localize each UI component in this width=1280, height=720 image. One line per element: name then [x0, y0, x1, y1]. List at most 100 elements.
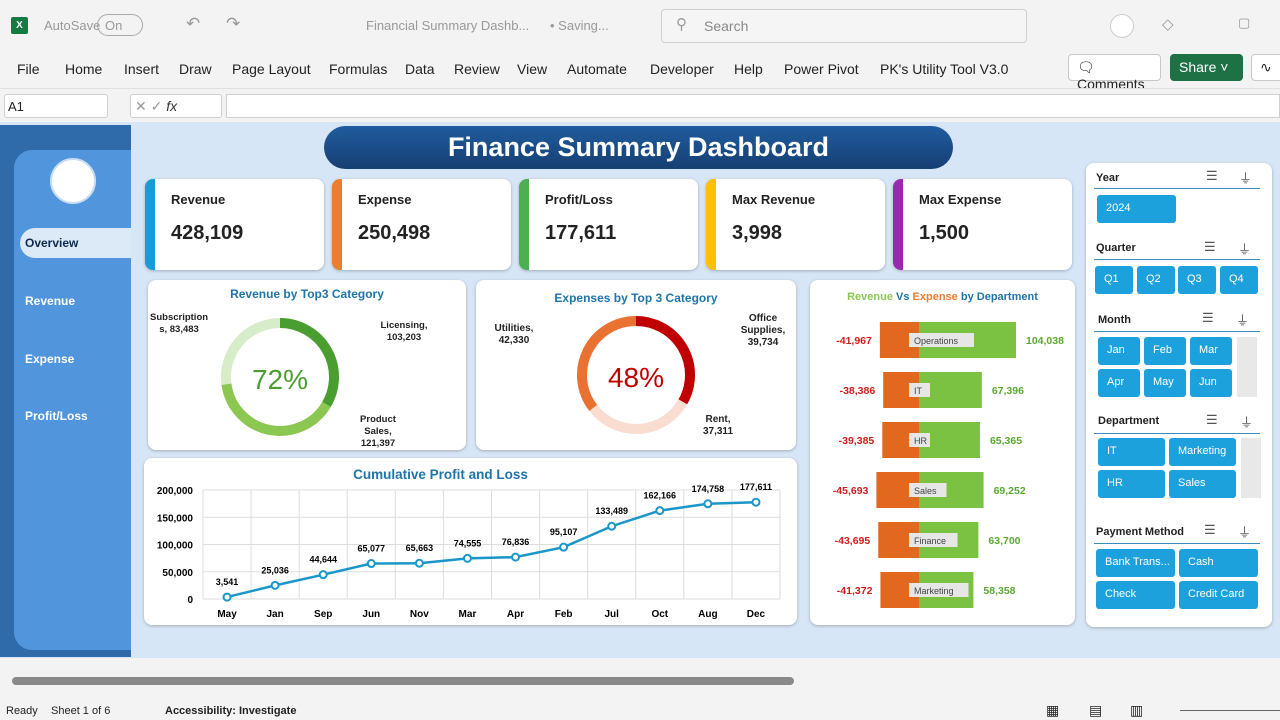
category-label: Finance	[914, 536, 946, 546]
kpi-label: Revenue	[171, 192, 226, 207]
sidebar-item-expense[interactable]: Expense	[25, 352, 75, 366]
revenue-donut-card: Revenue by Top3 Category 72% Licensing, …	[148, 280, 466, 450]
name-box[interactable]: A1	[4, 94, 108, 118]
slicer-item[interactable]: Apr	[1098, 369, 1140, 397]
formula-bar: A1 ✕ ✓ fx	[0, 88, 1280, 120]
data-label: 177,611	[740, 482, 772, 492]
month-scrollbar[interactable]	[1237, 337, 1257, 397]
clear-filter-icon[interactable]: ⏚	[1236, 313, 1250, 328]
expense-value-label: -41,372	[837, 585, 873, 597]
slicer-item[interactable]: May	[1144, 369, 1186, 397]
kpi-value: 428,109	[171, 222, 244, 244]
category-label-box	[909, 333, 974, 347]
tab-draw[interactable]: Draw	[179, 61, 212, 77]
slicer-item[interactable]: Q4	[1220, 266, 1258, 294]
slicer-item[interactable]: IT	[1098, 438, 1165, 466]
slicer-item[interactable]: Cash	[1179, 549, 1258, 577]
multi-select-icon[interactable]: ☰	[1204, 239, 1216, 254]
slicer-item[interactable]: 2024	[1097, 195, 1176, 223]
normal-view-icon[interactable]: ▦	[1046, 702, 1060, 718]
tab-insert[interactable]: Insert	[124, 61, 160, 77]
slicer-item[interactable]: Jun	[1190, 369, 1232, 397]
slicer-item[interactable]: Jan	[1098, 337, 1140, 365]
category-label-box	[909, 583, 969, 597]
cancel-icon[interactable]: ✕	[135, 98, 147, 114]
tab-pk-utility[interactable]: PK's Utility Tool V3.0	[880, 61, 1009, 77]
tab-file[interactable]: File	[17, 61, 40, 77]
restore-icon[interactable]: ▢	[1238, 15, 1251, 30]
fx-icon[interactable]: fx	[166, 98, 178, 114]
department-scrollbar[interactable]	[1241, 438, 1261, 498]
slicer-year-title: Year	[1096, 172, 1120, 184]
category-label-box	[909, 483, 947, 497]
sidebar-item-revenue[interactable]: Revenue	[25, 294, 76, 308]
activity-button[interactable]: ∿	[1251, 54, 1280, 81]
search-input[interactable]: Search	[661, 9, 1027, 43]
clear-filter-icon[interactable]: ⏚	[1240, 415, 1254, 430]
kpi-value: 250,498	[358, 222, 431, 244]
tab-data[interactable]: Data	[405, 61, 435, 77]
status-ready: Ready	[6, 705, 38, 717]
donut-slice-utilities	[577, 316, 637, 412]
data-label: 162,166	[644, 491, 677, 501]
slicer-item[interactable]: Credit Card	[1179, 581, 1258, 609]
slicer-item[interactable]: Mar	[1190, 337, 1232, 365]
slicer-item[interactable]: Sales	[1169, 470, 1236, 498]
slicer-item[interactable]: Q1	[1095, 266, 1133, 294]
clear-filter-icon[interactable]: ⏚	[1239, 171, 1253, 186]
tab-home[interactable]: Home	[65, 61, 103, 77]
donut-slice-rent	[589, 399, 688, 434]
slicer-item[interactable]: Q2	[1137, 266, 1175, 294]
multi-select-icon[interactable]: ☰	[1206, 412, 1218, 427]
chart-title: Revenue Vs Expense by Department	[810, 291, 1075, 303]
comments-button[interactable]: 🗨 Comments	[1068, 54, 1161, 92]
tab-formulas[interactable]: Formulas	[329, 61, 388, 77]
data-point	[414, 558, 424, 568]
tab-view[interactable]: View	[517, 61, 548, 77]
series-line	[226, 500, 756, 599]
sidebar-item-overview[interactable]: Overview	[25, 236, 79, 250]
tab-automate[interactable]: Automate	[567, 61, 627, 77]
kpi-max-revenue: Max Revenue 3,998	[706, 179, 885, 270]
enter-icon[interactable]: ✓	[150, 98, 163, 114]
kpi-profit-loss: Profit/Loss 177,611	[519, 179, 698, 270]
multi-select-icon[interactable]: ☰	[1202, 310, 1214, 325]
slicer-item[interactable]: Feb	[1144, 337, 1186, 365]
undo-icon[interactable]: ↶	[186, 14, 201, 33]
multi-select-icon[interactable]: ☰	[1204, 522, 1216, 537]
slicer-item[interactable]: Bank Trans...	[1096, 549, 1175, 577]
clear-filter-icon[interactable]: ⏚	[1238, 525, 1252, 540]
slicer-item[interactable]: Check	[1096, 581, 1175, 609]
sidebar-item-profit-loss[interactable]: Profit/Loss	[25, 409, 88, 423]
clear-filter-icon[interactable]: ⏚	[1238, 242, 1252, 257]
y-tick-label: 0	[187, 595, 193, 606]
accessibility-status[interactable]: Accessibility: Investigate	[165, 705, 297, 717]
tab-page-layout[interactable]: Page Layout	[232, 61, 311, 77]
document-title[interactable]: Financial Summary Dashb...	[366, 18, 530, 33]
tab-developer[interactable]: Developer	[650, 61, 714, 77]
formula-input[interactable]	[226, 94, 1280, 118]
share-label: Share	[1179, 59, 1217, 75]
tab-review[interactable]: Review	[454, 61, 500, 77]
share-button[interactable]: Share ˅	[1170, 54, 1243, 81]
autosave-toggle[interactable]: On	[97, 14, 143, 36]
revenue-value-label: 58,358	[983, 585, 1015, 597]
slicer-item[interactable]: HR	[1098, 470, 1165, 498]
zoom-slider[interactable]	[1180, 710, 1280, 711]
slicer-item[interactable]: Q3	[1178, 266, 1216, 294]
page-layout-icon[interactable]: ▤	[1089, 702, 1103, 718]
kpi-label: Expense	[358, 192, 412, 207]
cumulative-pl-line-chart: 0 50,000 100,000 150,000 200,000 3,541 May 25,0…	[157, 482, 781, 620]
tab-help[interactable]: Help	[734, 61, 763, 77]
page-break-icon[interactable]: ▥	[1130, 702, 1144, 718]
horizontal-scrollbar[interactable]	[12, 677, 794, 685]
slicer-item[interactable]: Marketing	[1169, 438, 1236, 466]
diamond-icon[interactable]: ◇	[1162, 16, 1174, 33]
multi-select-icon[interactable]: ☰	[1206, 168, 1218, 183]
redo-icon[interactable]: ↷	[226, 14, 241, 33]
avatar[interactable]	[1110, 14, 1134, 38]
data-label: 65,663	[406, 543, 434, 553]
x-tick-label: Apr	[507, 609, 524, 620]
tab-power-pivot[interactable]: Power Pivot	[784, 61, 859, 77]
data-point	[703, 499, 713, 509]
